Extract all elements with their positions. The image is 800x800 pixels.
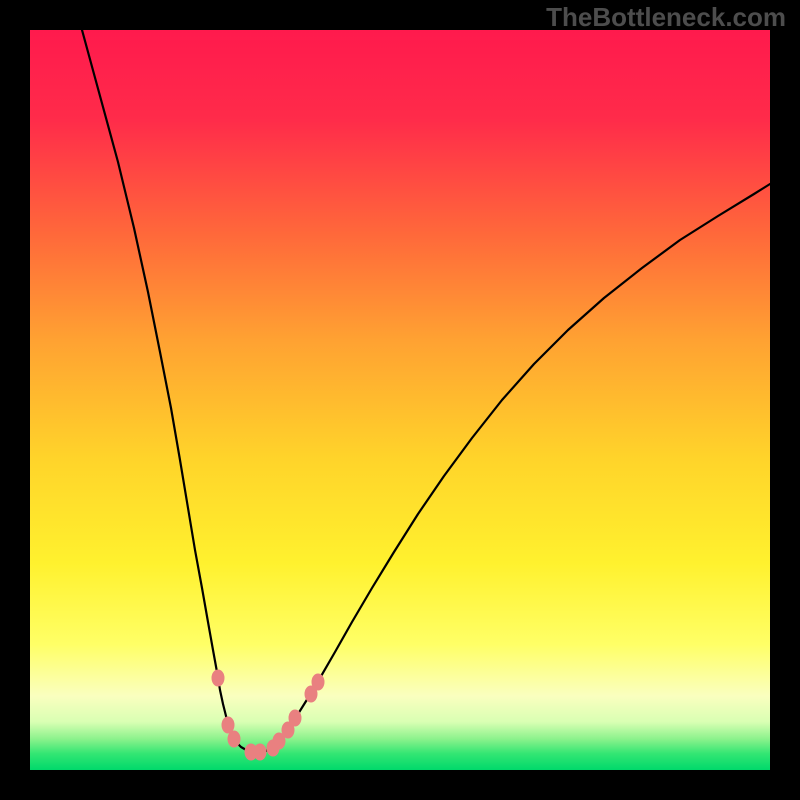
- data-marker: [222, 717, 234, 733]
- chart-svg: [30, 30, 770, 770]
- data-marker: [312, 674, 324, 690]
- marker-group: [212, 670, 324, 760]
- chart-frame: TheBottleneck.com: [0, 0, 800, 800]
- curve-right: [256, 184, 770, 753]
- data-marker: [254, 744, 266, 760]
- data-marker: [212, 670, 224, 686]
- plot-area: [30, 30, 770, 770]
- watermark-text: TheBottleneck.com: [546, 2, 786, 33]
- curve-left: [82, 30, 256, 753]
- data-marker: [228, 731, 240, 747]
- data-marker: [289, 710, 301, 726]
- curve-group: [82, 30, 770, 753]
